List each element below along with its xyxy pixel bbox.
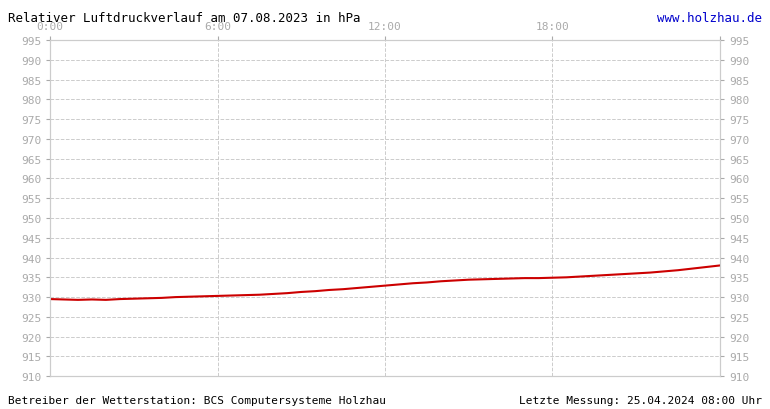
Text: Letzte Messung: 25.04.2024 08:00 Uhr: Letzte Messung: 25.04.2024 08:00 Uhr — [519, 395, 762, 405]
Text: Relativer Luftdruckverlauf am 07.08.2023 in hPa: Relativer Luftdruckverlauf am 07.08.2023… — [8, 12, 360, 25]
Text: Betreiber der Wetterstation: BCS Computersysteme Holzhau: Betreiber der Wetterstation: BCS Compute… — [8, 395, 386, 405]
Text: www.holzhau.de: www.holzhau.de — [658, 12, 762, 25]
